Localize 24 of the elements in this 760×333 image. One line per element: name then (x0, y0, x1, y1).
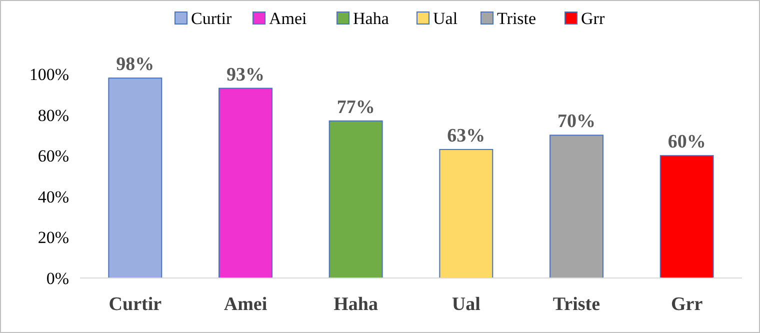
y-tick-label: 80% (38, 106, 69, 125)
data-label: 70% (558, 111, 596, 132)
y-tick-label: 100% (29, 64, 69, 84)
legend-label: Curtir (191, 8, 232, 28)
x-tick-label: Haha (334, 294, 378, 315)
y-tick-label: 0% (46, 268, 69, 288)
legend-label: Triste (497, 8, 536, 28)
y-tick-label: 20% (38, 228, 69, 248)
data-label: 63% (447, 125, 486, 146)
legend-label: Haha (353, 8, 390, 28)
x-tick-label: Triste (552, 294, 600, 315)
x-tick-label: Ual (452, 294, 480, 315)
data-label: 60% (668, 132, 706, 153)
data-label: 93% (226, 64, 264, 86)
x-tick-label: Grr (671, 294, 704, 315)
y-tick-label: 60% (38, 146, 69, 166)
legend-label: Ual (433, 8, 458, 28)
data-label: 98% (116, 54, 154, 76)
y-tick-label: 40% (38, 187, 69, 206)
legend-label: Amei (269, 8, 308, 28)
x-tick-label: Curtir (108, 294, 162, 315)
legend-label: Grr (581, 8, 605, 28)
x-tick-label: Amei (224, 294, 268, 315)
data-label: 77% (336, 96, 375, 118)
